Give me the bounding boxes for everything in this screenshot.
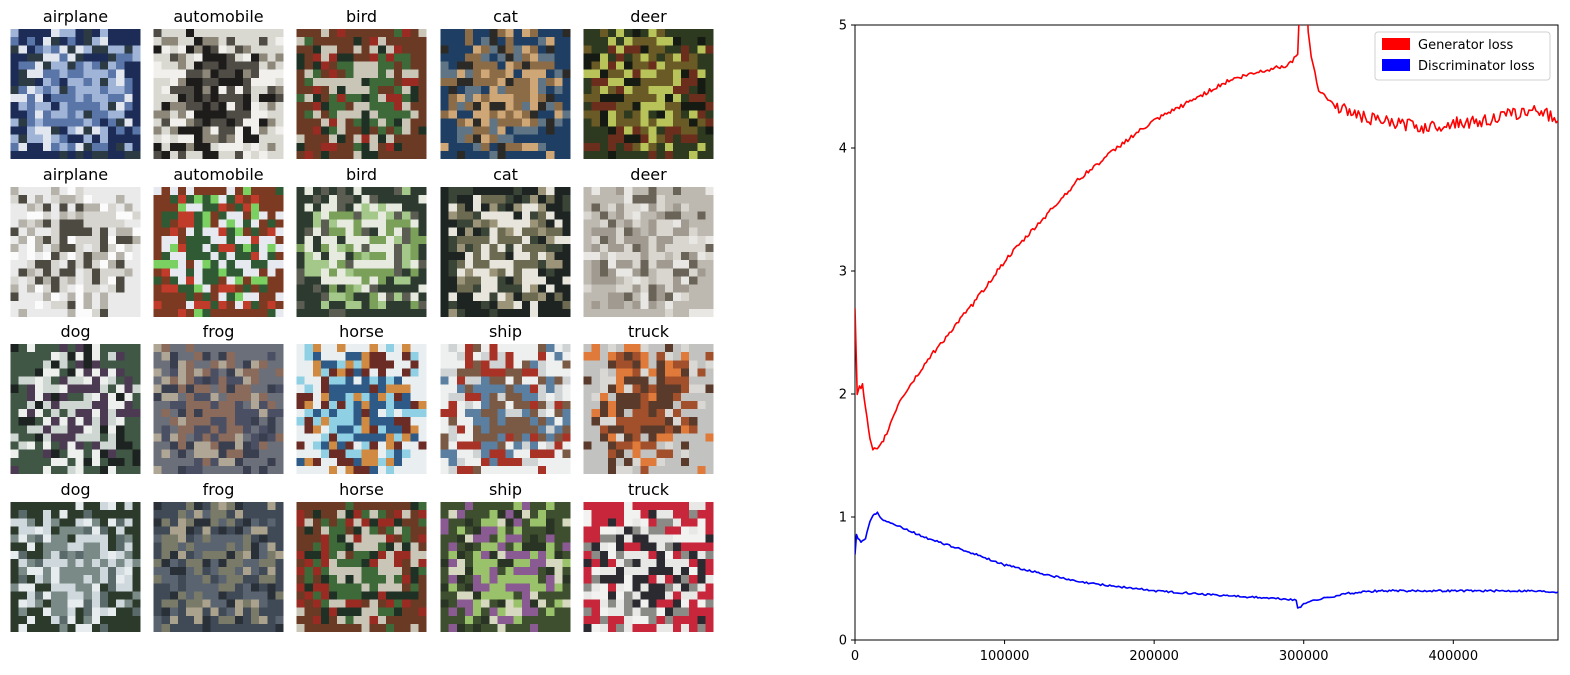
sample-image [440,187,571,317]
y-tick-label: 4 [839,142,847,157]
sample-image [10,502,141,632]
sample-label: automobile [173,165,264,184]
legend-label: Discriminator loss [1418,59,1535,74]
sample-grid: airplane automobile bird cat deer airplane aut… [0,0,730,675]
x-tick-label: 100000 [980,649,1030,664]
sample-image [153,29,284,159]
sample-image [296,502,427,632]
sample-label: dog [60,322,91,341]
sample-image [296,344,427,474]
y-tick-label: 1 [839,511,847,526]
legend: Generator loss Discriminator loss [1374,31,1551,81]
sample-label: bird [345,165,378,184]
sample-cell: automobile [153,6,284,159]
y-tick-label: 0 [839,634,847,649]
sample-label: cat [493,165,518,184]
sample-image [440,502,571,632]
sample-cell: cat [440,6,571,159]
y-tick-label: 5 [839,19,847,34]
sample-label: frog [202,322,235,341]
sample-image [153,187,284,317]
x-tick-label: 300000 [1279,649,1329,664]
sample-cell: frog [153,479,284,632]
sample-label: deer [630,165,667,184]
legend-swatch [1382,59,1410,71]
x-tick-label: 400000 [1428,649,1478,664]
sample-cell: dog [10,321,141,474]
sample-cell: airplane [10,6,141,159]
sample-label: cat [493,7,518,26]
sample-image [440,344,571,474]
plot-frame [854,24,1559,641]
sample-label: automobile [173,7,264,26]
sample-cell: deer [583,164,714,317]
sample-cell: cat [440,164,571,317]
discriminator-loss-line [855,511,1558,609]
sample-cell: horse [296,479,427,632]
sample-cell: bird [296,6,427,159]
sample-label: ship [488,322,523,341]
sample-label: truck [627,480,670,499]
sample-cell: deer [583,6,714,159]
y-tick-label: 2 [839,388,847,403]
sample-image [10,187,141,317]
sample-label: horse [339,322,384,341]
sample-image [583,502,714,632]
sample-cell: truck [583,321,714,474]
sample-label: horse [339,480,384,499]
sample-image [153,344,284,474]
sample-label: airplane [42,7,109,26]
sample-image [10,344,141,474]
x-tick-label: 200000 [1129,649,1179,664]
sample-label: ship [488,480,523,499]
legend-box [1374,31,1551,81]
sample-cell: dog [10,479,141,632]
sample-image [10,29,141,159]
sample-cell: ship [440,479,571,632]
sample-image [153,502,284,632]
sample-image [296,29,427,159]
y-tick-label: 3 [839,265,847,280]
sample-label: frog [202,480,235,499]
sample-label: airplane [42,165,109,184]
sample-cell: ship [440,321,571,474]
sample-label: dog [60,480,91,499]
sample-label: bird [345,7,378,26]
sample-cell: horse [296,321,427,474]
sample-cell: automobile [153,164,284,317]
sample-image [296,187,427,317]
sample-image [583,344,714,474]
legend-swatch [1382,38,1410,50]
legend-label: Generator loss [1418,38,1513,53]
x-tick-label: 0 [851,649,859,664]
sample-image [440,29,571,159]
sample-cell: airplane [10,164,141,317]
generator-loss-line [855,25,1558,451]
sample-cell: truck [583,479,714,632]
sample-label: truck [627,322,670,341]
sample-cell: bird [296,164,427,317]
sample-cell: frog [153,321,284,474]
sample-image [583,29,714,159]
sample-label: deer [630,7,667,26]
sample-image [583,187,714,317]
